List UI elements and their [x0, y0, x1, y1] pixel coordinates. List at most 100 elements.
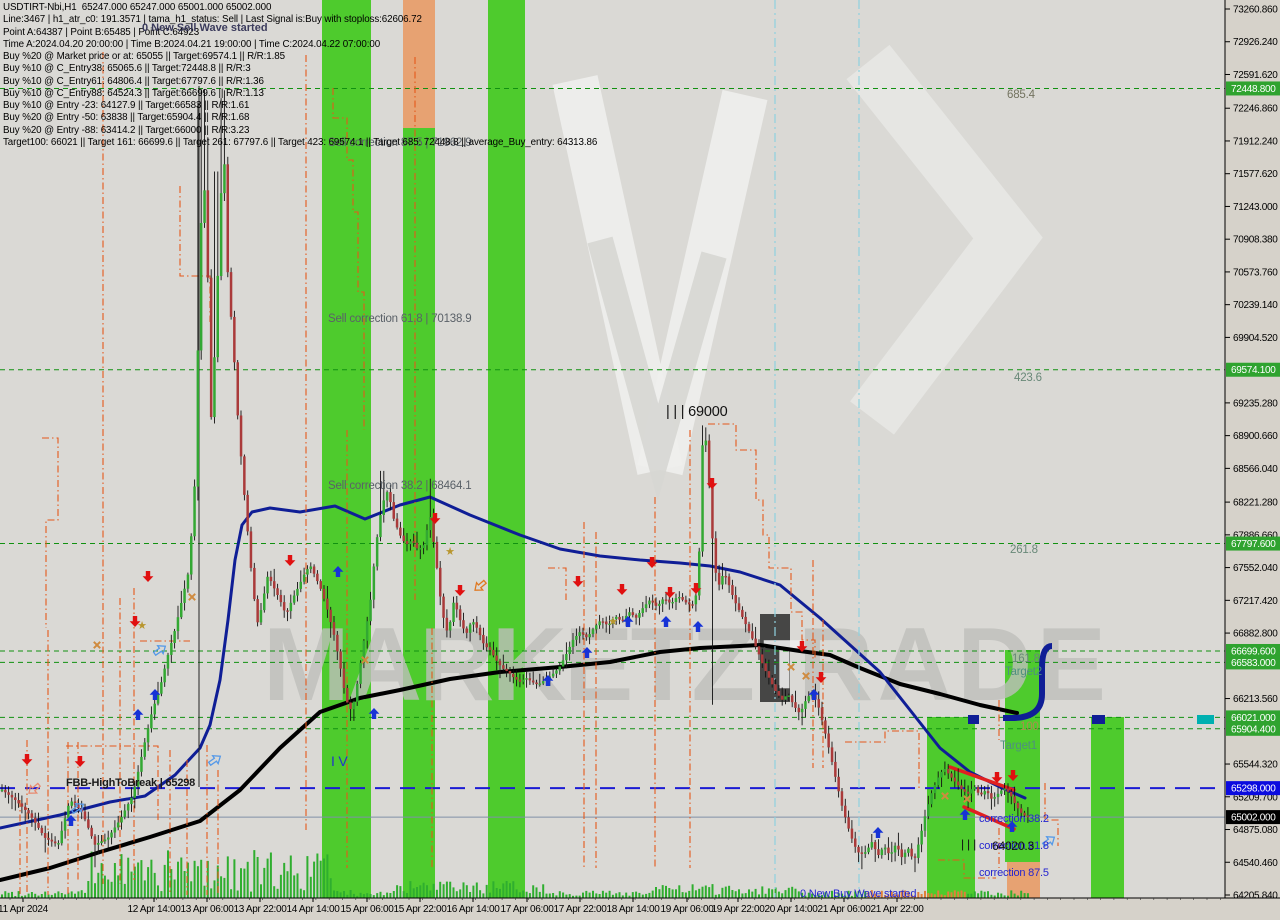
projection-curve [1003, 643, 1053, 721]
atr-dash-step [548, 567, 567, 600]
volume-bar [1016, 895, 1019, 898]
volume-bar [502, 883, 505, 898]
candle-down [1023, 812, 1026, 816]
volume-bar [173, 879, 176, 898]
time-axis-bg[interactable] [0, 899, 1280, 920]
volume-bar [598, 894, 601, 898]
volume-bar [983, 891, 986, 898]
price-badge-label: 66699.600 [1231, 646, 1276, 657]
price-tick-label: 68900.660 [1233, 431, 1278, 442]
volume-bar [409, 881, 412, 898]
volume-bar [283, 862, 286, 898]
sell-arrow-icon [454, 585, 466, 596]
candle-up [923, 816, 927, 831]
volume-bar [678, 885, 681, 898]
volume-bar [947, 891, 950, 898]
time-axis[interactable]: 11 Apr 2024 12 Apr 14:00 13 Apr 06:00 13 Ap… [0, 897, 1280, 920]
volume-bar [588, 892, 591, 898]
sell-arrow-icon [142, 571, 154, 582]
candle-down [953, 777, 957, 782]
candle-up [907, 848, 910, 853]
volume-bar [884, 895, 887, 898]
info-line-9: Buy %10 @ Entry -23: 64127.9 || Target:6… [3, 100, 250, 111]
volume-bar [509, 883, 511, 898]
volume-bar [60, 893, 63, 898]
candle-up [306, 569, 309, 575]
time-tick-label: 16 Apr 14:00 [446, 904, 500, 915]
volume-bar [223, 877, 226, 898]
candle-up [561, 660, 565, 667]
candle-down [455, 602, 459, 610]
volume-bar [748, 889, 750, 898]
volume-bar [256, 857, 259, 898]
volume-bar [97, 872, 100, 898]
volume-bar [419, 885, 422, 898]
volume-bar [781, 893, 784, 898]
volume-bar [147, 867, 150, 898]
candle-down [50, 839, 54, 842]
candle-down [634, 615, 638, 618]
volume-bar [698, 888, 701, 898]
volume-bar [718, 894, 721, 898]
candle-down [605, 621, 608, 625]
volume-bar [269, 852, 272, 898]
trend-objects [948, 643, 1214, 831]
candle-up [551, 673, 555, 677]
volume-bar [525, 891, 528, 898]
price-axis[interactable]: 73260.860 72926.240 72591.620 72246.860 7191… [1224, 0, 1280, 902]
volume-bar [435, 889, 438, 898]
volume-bar [150, 859, 153, 898]
volume-bar [568, 894, 571, 898]
sell-arrow-icon [572, 576, 584, 587]
candle-down [727, 576, 731, 586]
candle-up [359, 662, 362, 684]
volume-bar [399, 886, 402, 898]
candle-up [472, 622, 475, 625]
candle-up [296, 588, 299, 596]
volume-bar [850, 895, 853, 898]
volume-bar [724, 886, 727, 898]
candle-up [698, 551, 701, 596]
annotation-corr-382: correction 38.2 [979, 813, 1049, 825]
volume-bar [495, 888, 498, 898]
candle-down [837, 776, 840, 792]
volume-bar [379, 891, 382, 898]
volume-bar [157, 885, 159, 898]
slow-ma-line [0, 643, 1019, 882]
sell-arrow-icon [815, 672, 827, 683]
candle-down [817, 699, 820, 708]
price-axis-bg[interactable] [1226, 0, 1280, 898]
annotation-spike-price: | | | 69000 [666, 404, 728, 420]
volume-bar [57, 891, 60, 898]
candle-up [429, 517, 432, 531]
price-badge-label: 69574.100 [1231, 365, 1276, 376]
volume-bar [439, 881, 442, 898]
candle-up [800, 708, 804, 713]
volume-bar [854, 891, 857, 898]
candle-up [266, 576, 269, 594]
candle-down [980, 792, 983, 795]
candle-up [356, 683, 359, 702]
candle-down [1006, 788, 1010, 792]
annotation-fib-423: 423.6 [1014, 372, 1042, 384]
volume-bar [74, 893, 76, 898]
candle-up [565, 654, 568, 661]
candle-down [518, 679, 522, 682]
candle-down [724, 576, 727, 578]
volume-bar [240, 868, 242, 898]
volume-bar [870, 890, 873, 898]
chart-annotations: Sell correction 87.5 | 71962.9 Sell corre… [66, 89, 1049, 900]
candle-down [754, 638, 757, 647]
sell-arrow-icon [21, 754, 33, 765]
volume-bar [309, 876, 312, 898]
candle-up [130, 797, 133, 805]
volume-bar [110, 881, 113, 898]
volume-bar [406, 893, 408, 898]
candle-up [63, 818, 67, 831]
volume-bar [426, 885, 428, 898]
volume-bar [203, 885, 206, 898]
volume-bar [289, 855, 292, 898]
candle-up [365, 621, 369, 641]
candle-down [857, 846, 860, 853]
